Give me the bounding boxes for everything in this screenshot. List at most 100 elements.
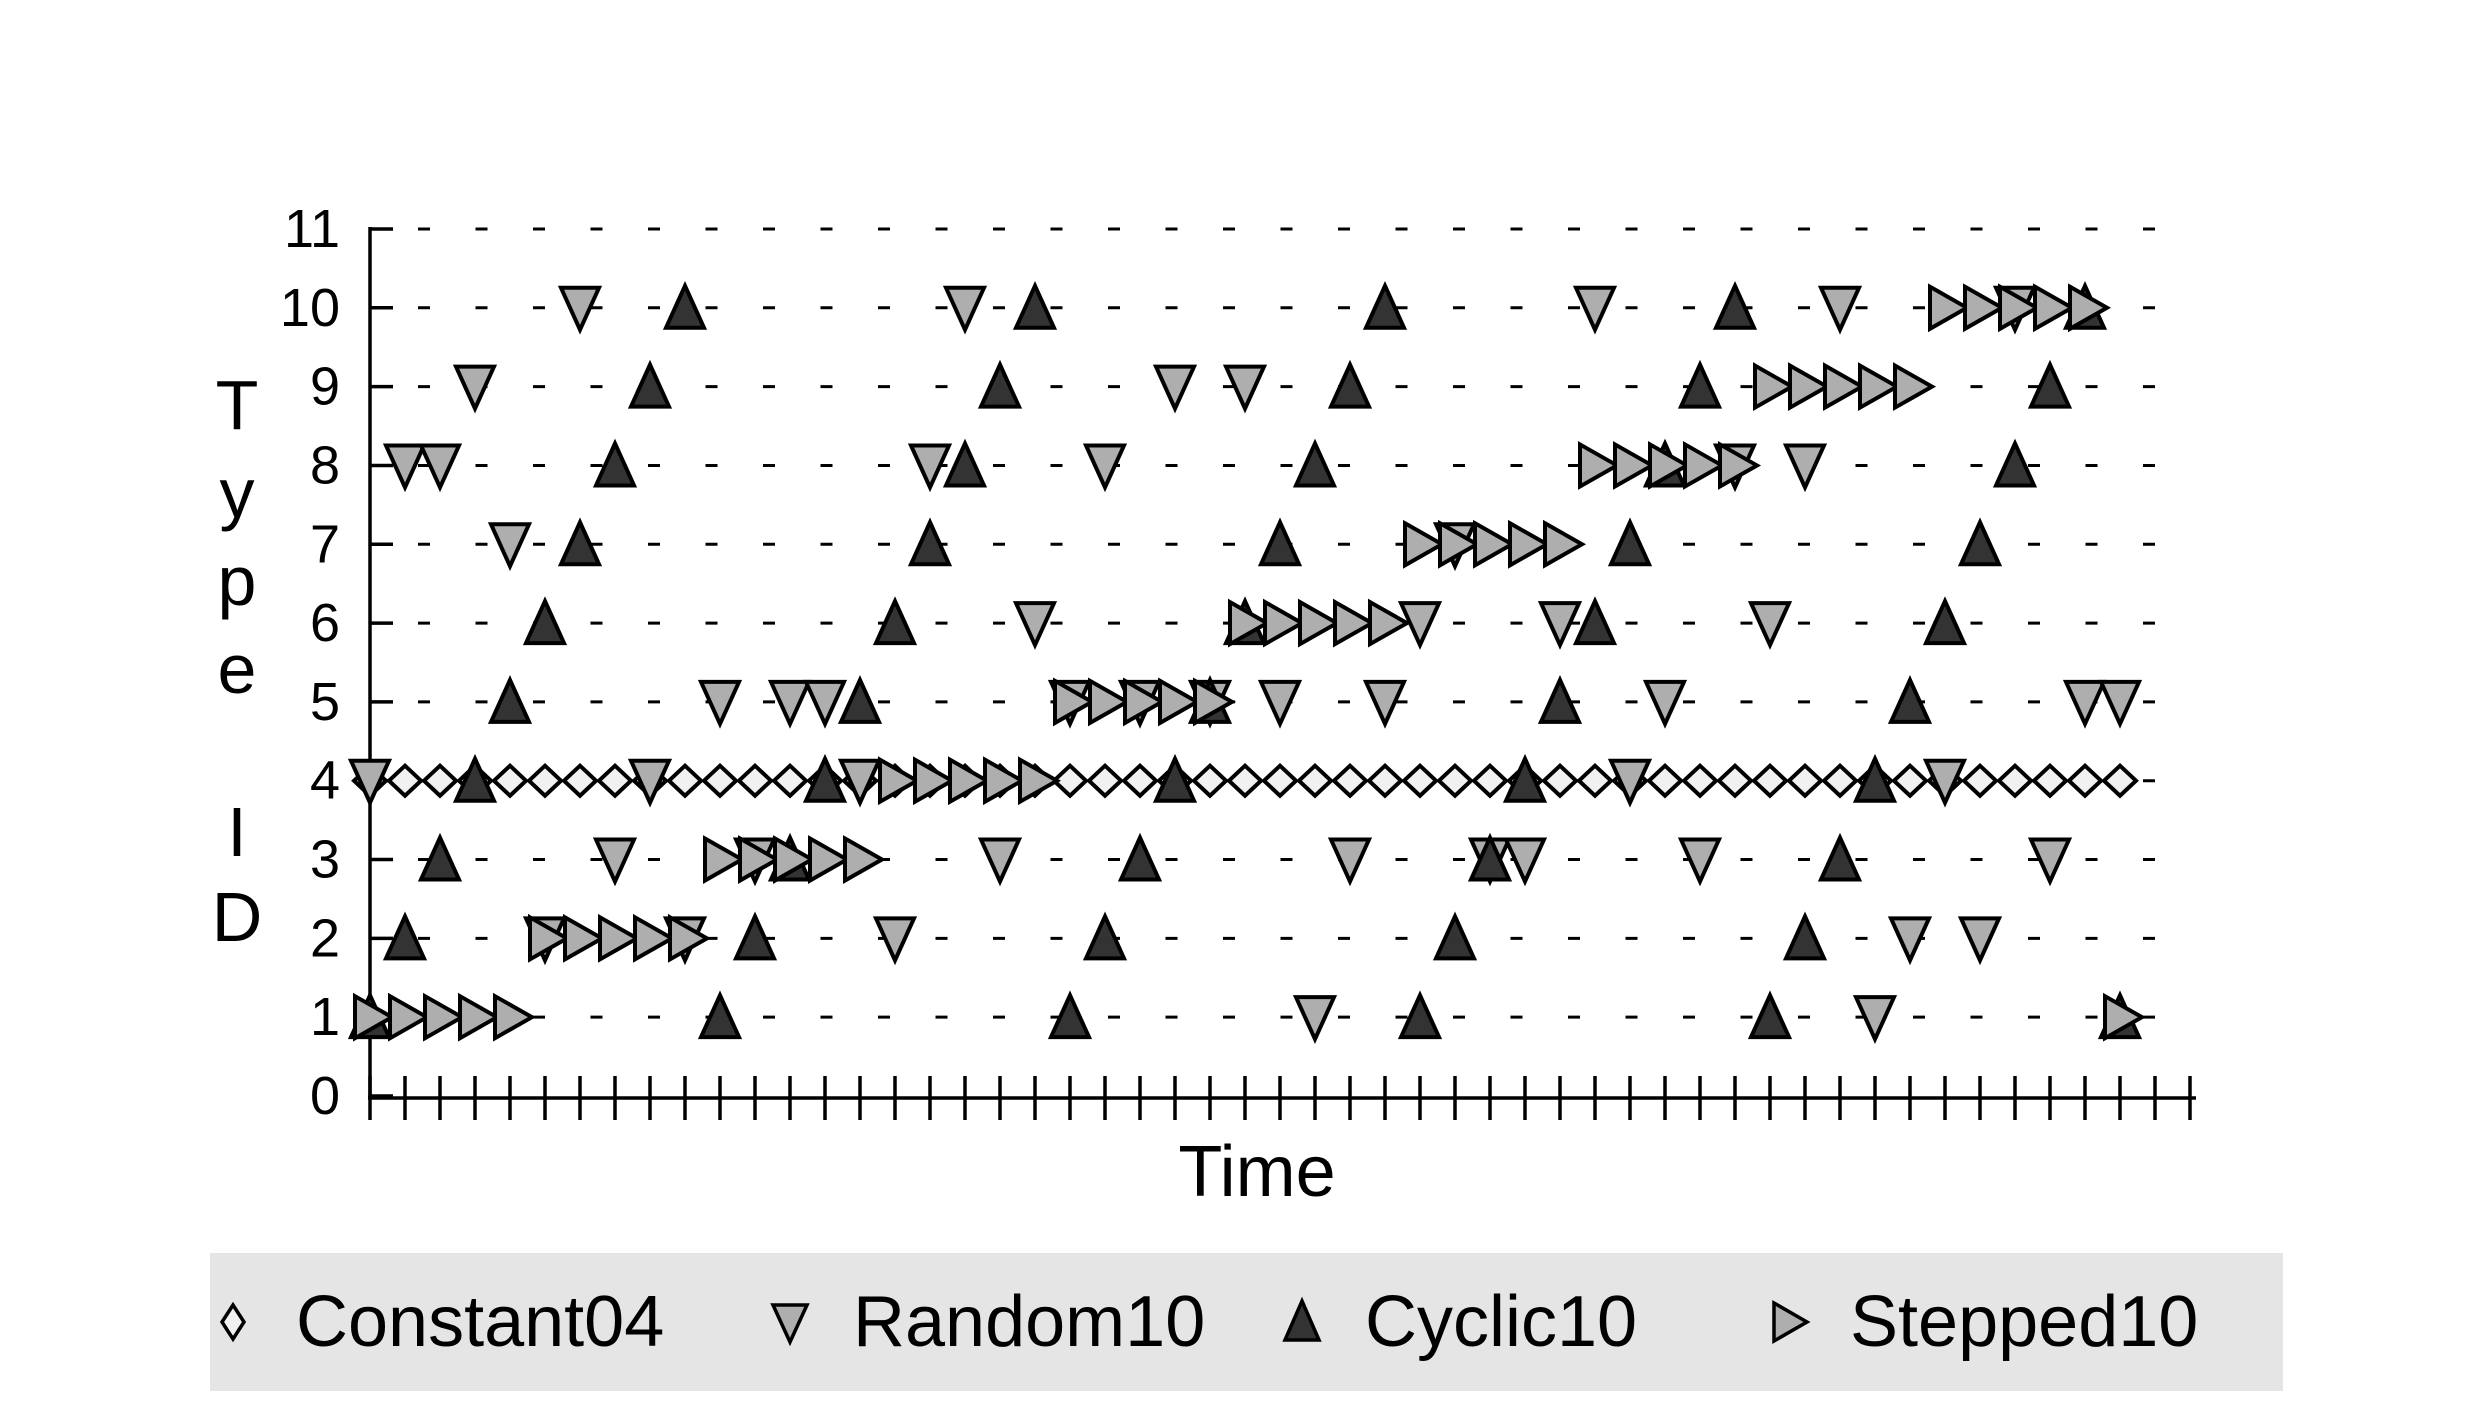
data-point-stepped10 bbox=[878, 756, 922, 806]
data-point-cyclic10 bbox=[1607, 517, 1653, 567]
legend-triangle-up-icon bbox=[1282, 1296, 1322, 1342]
data-point-random10 bbox=[837, 758, 883, 808]
data-point-cyclic10 bbox=[1082, 911, 1128, 961]
data-point-stepped10 bbox=[983, 756, 1027, 806]
data-point-stepped10 bbox=[1473, 519, 1517, 569]
data-point-constant04 bbox=[1296, 762, 1334, 799]
data-point-random10 bbox=[1572, 285, 1618, 335]
data-point-constant04 bbox=[2066, 762, 2104, 799]
data-point-stepped10 bbox=[1613, 441, 1657, 490]
data-point-stepped10 bbox=[773, 835, 817, 884]
data-point-random10 bbox=[1747, 601, 1793, 650]
data-point-random10 bbox=[1642, 679, 1688, 729]
legend-label-constant04: Constant04 bbox=[296, 1282, 664, 1362]
data-point-constant04 bbox=[666, 762, 704, 799]
legend: Constant04 Random10 Cyclic10 Stepped10 bbox=[210, 1253, 2283, 1391]
data-point-stepped10 bbox=[1508, 519, 1552, 569]
data-point-constant04 bbox=[1716, 762, 1754, 799]
data-point-random10 bbox=[417, 443, 463, 493]
data-point-random10 bbox=[1327, 837, 1373, 887]
data-point-stepped10 bbox=[1578, 441, 1622, 490]
data-point-random10 bbox=[1852, 995, 1898, 1045]
y-axis-label-char: e bbox=[218, 630, 257, 708]
data-point-random10 bbox=[1817, 285, 1863, 335]
data-point-stepped10 bbox=[913, 756, 957, 806]
data-point-constant04 bbox=[1051, 762, 1089, 799]
data-point-stepped10 bbox=[1123, 677, 1167, 727]
y-axis-tick-label-11: 11 bbox=[284, 199, 340, 259]
data-point-cyclic10 bbox=[1992, 438, 2038, 488]
legend-band bbox=[210, 1253, 2283, 1391]
data-point-cyclic10 bbox=[592, 438, 638, 488]
data-point-cyclic10 bbox=[1257, 517, 1303, 567]
data-point-stepped10 bbox=[1228, 598, 1272, 648]
data-point-cyclic10 bbox=[1537, 675, 1583, 724]
data-point-stepped10 bbox=[1368, 598, 1412, 648]
data-point-stepped10 bbox=[353, 992, 397, 1042]
data-point-constant04 bbox=[1681, 762, 1719, 799]
y-axis-label-char: p bbox=[218, 542, 257, 620]
data-point-cyclic10 bbox=[1572, 596, 1618, 646]
data-point-stepped10 bbox=[738, 835, 782, 884]
data-point-stepped10 bbox=[1438, 519, 1482, 569]
data-point-cyclic10 bbox=[417, 832, 463, 882]
data-point-constant04 bbox=[1576, 762, 1614, 799]
data-point-constant04 bbox=[596, 762, 634, 799]
data-point-stepped10 bbox=[1403, 519, 1447, 569]
data-point-random10 bbox=[382, 443, 428, 493]
data-point-cyclic10 bbox=[732, 911, 778, 961]
data-point-cyclic10 bbox=[1467, 832, 1513, 882]
data-point-stepped10 bbox=[1998, 283, 2042, 333]
data-point-cyclic10 bbox=[1012, 280, 1058, 330]
data-point-stepped10 bbox=[703, 835, 747, 884]
data-point-random10 bbox=[1397, 601, 1443, 650]
data-point-random10 bbox=[907, 443, 953, 493]
data-point-constant04 bbox=[561, 762, 599, 799]
data-point-random10 bbox=[347, 758, 393, 808]
data-point-random10 bbox=[1922, 758, 1968, 808]
y-axis-label-char: I bbox=[227, 793, 246, 871]
data-point-stepped10 bbox=[598, 913, 642, 963]
data-point-random10 bbox=[2097, 679, 2143, 729]
data-point-stepped10 bbox=[1648, 441, 1692, 490]
data-point-cyclic10 bbox=[662, 280, 708, 330]
data-point-stepped10 bbox=[1753, 362, 1797, 412]
data-point-cyclic10 bbox=[1152, 753, 1198, 803]
data-point-random10 bbox=[2062, 679, 2108, 729]
data-point-cyclic10 bbox=[977, 359, 1023, 409]
data-point-constant04 bbox=[1261, 762, 1299, 799]
data-point-constant04 bbox=[1436, 762, 1474, 799]
data-point-constant04 bbox=[2101, 762, 2139, 799]
data-point-random10 bbox=[592, 837, 638, 887]
data-point-cyclic10 bbox=[837, 675, 883, 724]
data-point-stepped10 bbox=[1263, 598, 1307, 648]
data-point-stepped10 bbox=[1193, 677, 1237, 727]
data-point-constant04 bbox=[1961, 762, 1999, 799]
data-point-random10 bbox=[1152, 364, 1198, 414]
data-point-cyclic10 bbox=[452, 753, 498, 803]
data-point-stepped10 bbox=[423, 992, 467, 1042]
data-point-constant04 bbox=[526, 762, 564, 799]
data-point-stepped10 bbox=[388, 992, 432, 1042]
data-point-random10 bbox=[1537, 601, 1583, 650]
data-point-random10 bbox=[557, 285, 603, 335]
data-point-constant04 bbox=[386, 762, 424, 799]
data-point-cyclic10 bbox=[872, 596, 918, 646]
data-point-stepped10 bbox=[458, 992, 502, 1042]
data-point-stepped10 bbox=[668, 913, 712, 963]
y-axis-label-char: T bbox=[216, 366, 259, 444]
data-point-random10 bbox=[977, 837, 1023, 887]
axes bbox=[368, 226, 2196, 1120]
y-axis-tick-label-2: 2 bbox=[310, 908, 340, 968]
data-point-cyclic10 bbox=[1957, 517, 2003, 567]
data-point-cyclic10 bbox=[1327, 359, 1373, 409]
data-point-stepped10 bbox=[493, 992, 537, 1042]
legend-label-random10: Random10 bbox=[853, 1282, 1205, 1362]
data-point-constant04 bbox=[2031, 762, 2069, 799]
data-point-constant04 bbox=[1191, 762, 1229, 799]
data-point-cyclic10 bbox=[1397, 990, 1443, 1040]
x-axis-label: Time bbox=[1178, 1132, 1335, 1212]
data-point-cyclic10 bbox=[1817, 832, 1863, 882]
data-point-cyclic10 bbox=[942, 438, 988, 488]
data-point-random10 bbox=[942, 285, 988, 335]
